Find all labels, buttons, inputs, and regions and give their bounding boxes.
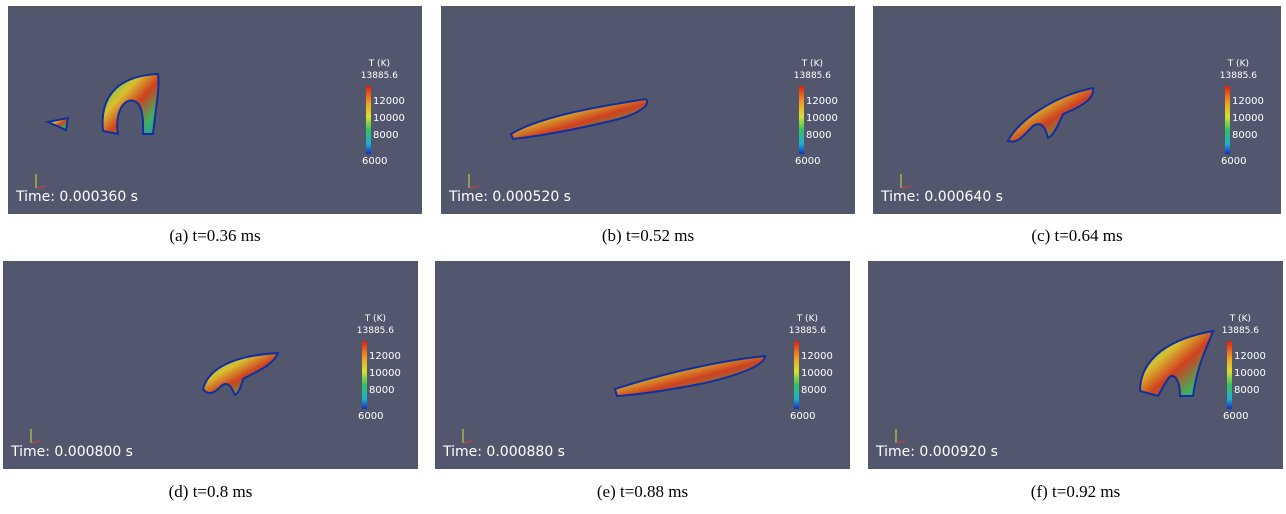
colorbar-min: 6000 bbox=[795, 156, 820, 167]
colorbar-max: 13885.6 bbox=[1220, 71, 1257, 81]
caption: (a) t=0.36 ms bbox=[169, 226, 260, 245]
colorbar-tick: 12000 bbox=[369, 351, 401, 362]
colorbar-tick: 8000 bbox=[1234, 385, 1259, 396]
colorbar-tick: 10000 bbox=[373, 113, 405, 124]
colorbar-max: 13885.6 bbox=[794, 71, 831, 81]
colorbar-tick: 10000 bbox=[1234, 368, 1266, 379]
panel: T (K) 13885.6 12000 10000 8000 6000 Time: 0.00… bbox=[435, 261, 850, 469]
render-background bbox=[441, 6, 855, 214]
panel: T (K) 13885.6 12000 10000 8000 6000 Time: 0.00… bbox=[8, 6, 422, 214]
time-label: Time: 0.000640 s bbox=[880, 189, 1003, 205]
colorbar-title: T (K) bbox=[1227, 59, 1249, 69]
axis-triad bbox=[900, 185, 912, 189]
time-label: Time: 0.000520 s bbox=[448, 189, 571, 205]
axis-triad bbox=[35, 185, 47, 189]
colorbar-tick: 8000 bbox=[1232, 130, 1257, 141]
panel: T (K) 13885.6 12000 10000 8000 6000 Time: 0.00… bbox=[441, 6, 855, 214]
colorbar-min: 6000 bbox=[790, 411, 815, 422]
time-label: Time: 0.000880 s bbox=[442, 444, 565, 460]
colorbar-min: 6000 bbox=[362, 156, 387, 167]
render-background bbox=[873, 6, 1281, 214]
colorbar bbox=[1225, 86, 1230, 154]
colorbar-min: 6000 bbox=[358, 411, 383, 422]
axis-triad bbox=[895, 440, 907, 444]
render-background bbox=[435, 261, 850, 469]
temperature-isosurface bbox=[44, 116, 70, 132]
colorbar-tick: 12000 bbox=[1232, 96, 1264, 107]
colorbar-title: T (K) bbox=[801, 59, 823, 69]
temperature-isosurface bbox=[1138, 329, 1215, 398]
time-label: Time: 0.000920 s bbox=[875, 444, 998, 460]
colorbar-tick: 8000 bbox=[373, 130, 398, 141]
caption: (c) t=0.64 ms bbox=[1031, 226, 1122, 245]
temperature-isosurface bbox=[613, 354, 767, 398]
panel: T (K) 13885.6 12000 10000 8000 6000 Time: 0.00… bbox=[868, 261, 1283, 469]
colorbar-tick: 10000 bbox=[1232, 113, 1264, 124]
colorbar-title: T (K) bbox=[368, 59, 390, 69]
colorbar-max: 13885.6 bbox=[789, 326, 826, 336]
axis-triad bbox=[468, 185, 480, 189]
caption: (e) t=0.88 ms bbox=[597, 482, 688, 501]
colorbar-tick: 8000 bbox=[369, 385, 394, 396]
colorbar bbox=[794, 341, 799, 409]
panel: T (K) 13885.6 12000 10000 8000 6000 Time: 0.00… bbox=[3, 261, 418, 469]
render-background bbox=[3, 261, 418, 469]
colorbar bbox=[366, 86, 371, 154]
temperature-isosurface bbox=[509, 97, 649, 141]
time-label: Time: 0.000800 s bbox=[10, 444, 133, 460]
colorbar-max: 13885.6 bbox=[1222, 326, 1259, 336]
axis-triad bbox=[30, 440, 42, 444]
colorbar-title: T (K) bbox=[364, 314, 386, 324]
colorbar-tick: 10000 bbox=[806, 113, 838, 124]
panel: T (K) 13885.6 12000 10000 8000 6000 Time: 0.00… bbox=[873, 6, 1281, 214]
colorbar-max: 13885.6 bbox=[357, 326, 394, 336]
colorbar-tick: 10000 bbox=[369, 368, 401, 379]
colorbar-tick: 12000 bbox=[1234, 351, 1266, 362]
caption: (f) t=0.92 ms bbox=[1031, 482, 1120, 501]
colorbar-min: 6000 bbox=[1221, 156, 1246, 167]
caption: (d) t=0.8 ms bbox=[169, 482, 253, 501]
colorbar-tick: 12000 bbox=[806, 96, 838, 107]
colorbar bbox=[362, 341, 367, 409]
colorbar-tick: 12000 bbox=[373, 96, 405, 107]
render-background bbox=[868, 261, 1283, 469]
time-label: Time: 0.000360 s bbox=[15, 189, 138, 205]
colorbar bbox=[799, 86, 804, 154]
colorbar-min: 6000 bbox=[1223, 411, 1248, 422]
colorbar bbox=[1227, 341, 1232, 409]
colorbar-title: T (K) bbox=[1229, 314, 1251, 324]
axis-triad bbox=[462, 440, 474, 444]
colorbar-tick: 8000 bbox=[801, 385, 826, 396]
render-background bbox=[8, 6, 422, 214]
colorbar-title: T (K) bbox=[796, 314, 818, 324]
temperature-isosurface bbox=[201, 351, 280, 397]
colorbar-max: 13885.6 bbox=[361, 71, 398, 81]
temperature-isosurface bbox=[1006, 86, 1095, 143]
temperature-isosurface bbox=[101, 72, 160, 136]
colorbar-tick: 8000 bbox=[806, 130, 831, 141]
caption: (b) t=0.52 ms bbox=[602, 226, 694, 245]
colorbar-tick: 10000 bbox=[801, 368, 833, 379]
colorbar-tick: 12000 bbox=[801, 351, 833, 362]
